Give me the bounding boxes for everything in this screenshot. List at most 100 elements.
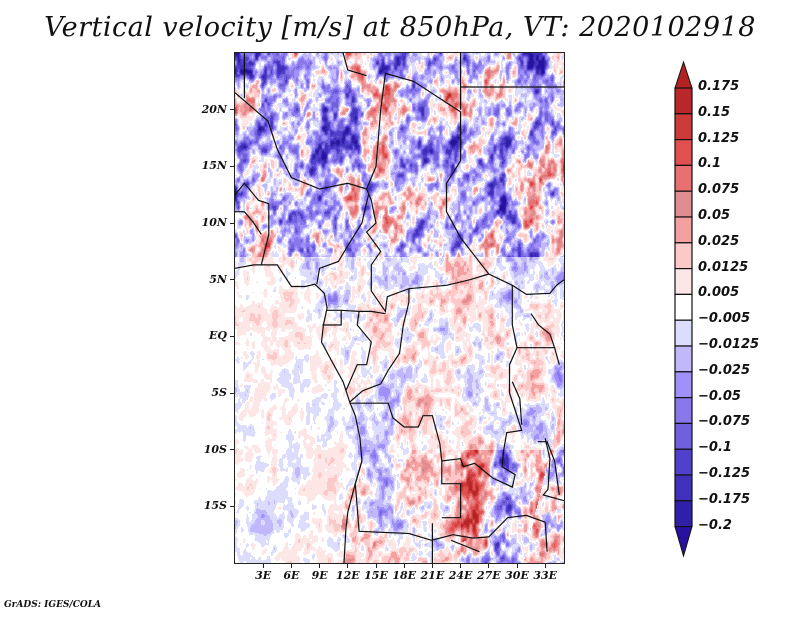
lon-tick — [431, 563, 433, 568]
colorbar-swatch — [674, 397, 693, 425]
lat-tick-label: 15S — [203, 499, 227, 513]
lon-tick — [319, 563, 321, 568]
boundary-line — [235, 182, 270, 266]
boundary-line — [441, 461, 462, 519]
boundary-line — [235, 72, 564, 296]
boundary-line — [450, 539, 480, 553]
lon-tick — [460, 563, 462, 568]
colorbar-swatch — [674, 474, 693, 502]
lat-tick-label: 10S — [203, 442, 227, 456]
colorbar-swatch — [674, 216, 693, 244]
boundary-line — [517, 347, 560, 365]
colorbar-label: 0.1 — [698, 156, 722, 172]
lat-tick — [230, 279, 235, 281]
lat-tick — [230, 222, 235, 224]
boundary-line — [511, 381, 523, 425]
colorbar-label: −0.125 — [698, 466, 751, 481]
colorbar-swatch — [674, 448, 693, 476]
boundary-line — [365, 188, 489, 314]
lat-tick-label: 20N — [201, 102, 227, 116]
colorbar-label: −0.025 — [698, 362, 751, 378]
colorbar-swatch — [674, 190, 693, 218]
footer-credit: GrADS: IGES/COLA — [4, 600, 102, 610]
colorbar-label: 0.005 — [698, 285, 740, 301]
colorbar-swatch — [674, 345, 693, 373]
boundary-line — [530, 313, 556, 348]
boundary-line — [342, 53, 367, 77]
colorbar-swatch — [674, 268, 693, 296]
lon-tick — [403, 563, 405, 568]
colorbar-swatch — [674, 138, 693, 166]
boundary-line — [316, 194, 370, 285]
lon-tick-label: 18E — [392, 569, 417, 582]
colorbar-swatch — [674, 242, 693, 270]
colorbar-top-arrow — [674, 60, 693, 89]
lon-tick — [375, 563, 377, 568]
lon-tick-label: 12E — [335, 569, 360, 582]
lon-tick — [262, 563, 264, 568]
colorbar-label: 0.15 — [698, 104, 731, 120]
colorbar-swatch — [674, 422, 693, 450]
colorbar-label: 0.175 — [698, 79, 740, 94]
colorbar-label: 0.0125 — [698, 259, 749, 275]
colorbar-swatch — [674, 371, 693, 399]
lon-tick-label: 33E — [533, 569, 558, 582]
colorbar-label: −0.005 — [698, 311, 751, 327]
lon-tick-label: 21E — [420, 569, 445, 582]
colorbar-swatch — [674, 113, 693, 141]
colorbar-swatch — [674, 293, 693, 321]
colorbar-swatch — [674, 500, 693, 528]
lon-tick — [347, 563, 349, 568]
chart-title: Vertical velocity [m/s] at 850hPa, VT: 2… — [44, 12, 756, 43]
lon-tick-label: 30E — [505, 569, 529, 582]
colorbar-swatch — [674, 164, 693, 192]
boundary-line — [472, 514, 548, 552]
colorbar-label: −0.075 — [698, 414, 751, 430]
lat-tick — [230, 109, 235, 111]
lon-tick-label: 27E — [476, 569, 501, 582]
colorbar-label: 0.075 — [698, 182, 740, 198]
lon-tick-label: 3E — [255, 569, 272, 582]
boundary-line — [537, 441, 560, 496]
lat-tick-label: EQ — [209, 329, 227, 343]
lat-tick-label: 5S — [211, 386, 227, 399]
boundary-line — [349, 285, 523, 488]
lat-tick — [230, 505, 235, 507]
colorbar-swatch — [674, 319, 693, 347]
lat-tick-label: 10N — [201, 216, 227, 229]
colorbar-label: 0.05 — [698, 208, 731, 223]
lat-tick — [230, 165, 235, 167]
boundary-line — [354, 460, 473, 541]
lat-tick-label: 5N — [209, 272, 227, 286]
colorbar-label: −0.0125 — [698, 337, 760, 352]
lat-tick — [230, 392, 235, 394]
colorbar-label: −0.2 — [698, 517, 732, 533]
lon-tick-label: 15E — [364, 569, 388, 582]
colorbar-bottom-arrow — [674, 526, 693, 558]
colorbar-label: 0.125 — [698, 130, 740, 146]
lat-tick — [230, 335, 235, 337]
lat-tick — [230, 449, 235, 451]
map-panel — [235, 53, 564, 563]
colorbar-label: −0.05 — [698, 388, 741, 404]
lon-tick — [544, 563, 546, 568]
colorbar-swatch — [674, 87, 693, 115]
boundary-line — [322, 309, 342, 326]
colorbar-label: 0.025 — [698, 233, 740, 249]
lon-tick-label: 9E — [311, 569, 328, 582]
lon-tick-label: 6E — [283, 569, 300, 582]
boundary-line — [235, 211, 262, 235]
lon-tick — [290, 563, 292, 568]
lon-tick — [488, 563, 490, 568]
boundary-line — [345, 311, 372, 391]
boundary-line — [235, 264, 363, 563]
colorbar — [674, 60, 693, 558]
vertical-velocity-field — [235, 53, 564, 563]
colorbar-label: −0.1 — [698, 440, 732, 456]
lat-tick-label: 15N — [201, 159, 227, 173]
boundary-line — [349, 288, 410, 403]
lon-tick — [516, 563, 518, 568]
boundary-line — [341, 309, 386, 315]
boundary-line — [542, 438, 564, 502]
country-boundaries — [235, 53, 564, 563]
